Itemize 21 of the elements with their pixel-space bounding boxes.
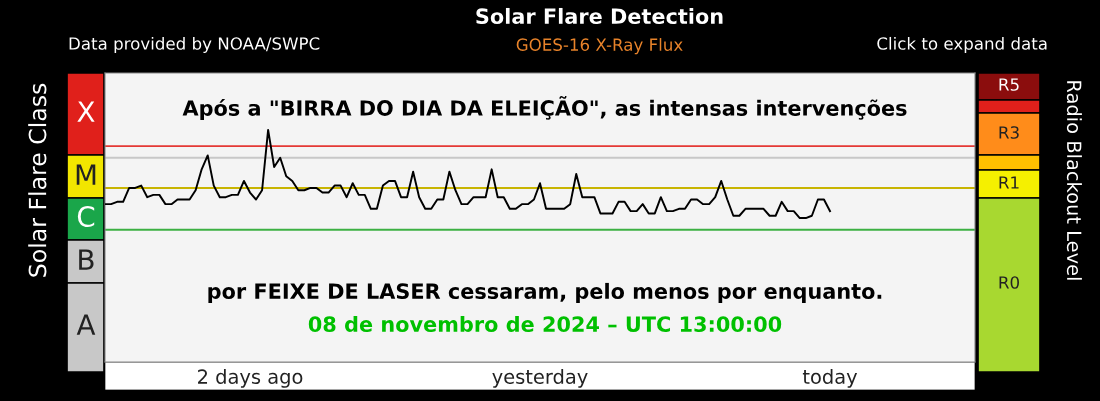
x-tick-label: today: [802, 368, 858, 388]
annotation: 08 de novembro de 2024 – UTC 13:00:00: [308, 315, 782, 333]
text: X: [77, 101, 95, 122]
text: R1: [999, 176, 1019, 189]
x-tick-label: 2 days ago: [198, 368, 303, 388]
text: R3: [999, 126, 1019, 139]
chart-subtitle: GOES-16 X-Ray Flux: [516, 38, 683, 55]
chart-title: Solar Flare Detection: [476, 7, 723, 25]
text: C: [77, 206, 95, 228]
x-tick-label: yesterday: [492, 368, 588, 388]
text: Click to expand data: [877, 36, 1047, 54]
text: M: [76, 164, 96, 185]
annotation: por FEIXE DE LASER cessaram, pelo menos por enquanto.: [208, 282, 882, 304]
text: Data provided by NOAA/SWPC: [69, 36, 320, 54]
text: A: [76, 314, 96, 335]
text: R0: [999, 276, 1019, 289]
y-axis-title: Solar Flare Class: [28, 83, 47, 277]
text: Após a "BIRRA DO DIA DA ELEIÇÃO", as intensas intervenções: [182, 96, 907, 120]
text: R5: [999, 78, 1019, 91]
text: B: [79, 249, 94, 270]
y2-axis-title: Radio Blackout Level: [1066, 81, 1082, 280]
